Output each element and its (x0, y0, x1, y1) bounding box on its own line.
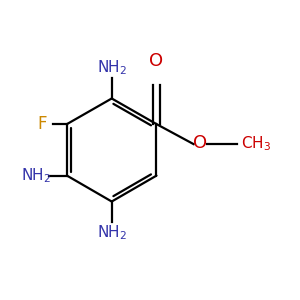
Text: NH$_2$: NH$_2$ (97, 58, 127, 77)
Text: NH$_2$: NH$_2$ (21, 166, 51, 185)
Text: F: F (38, 115, 47, 133)
Text: CH$_3$: CH$_3$ (241, 135, 272, 154)
Text: NH$_2$: NH$_2$ (97, 223, 127, 242)
Text: O: O (193, 134, 207, 152)
Text: O: O (149, 52, 164, 70)
